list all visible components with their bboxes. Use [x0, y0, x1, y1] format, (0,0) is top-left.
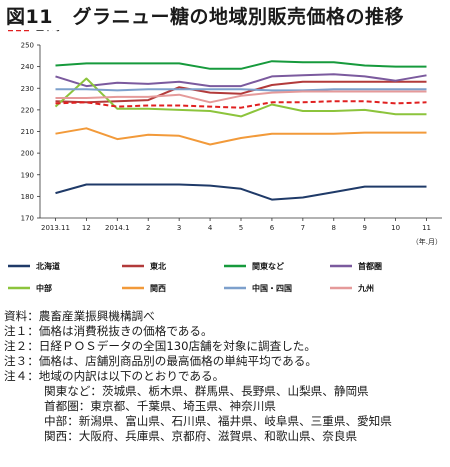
x-tick-label: 9 — [362, 224, 366, 232]
y-tick-label: 180 — [21, 193, 34, 201]
series-line — [54, 77, 427, 118]
series-line — [55, 73, 427, 88]
chart-series — [54, 60, 427, 201]
footnotes: 資料：農畜産業振興機構調べ 注１：価格は消費税抜きの価格である。 注２：日経ＰＯ… — [4, 309, 448, 444]
x-tick-label: 2013.11 — [41, 224, 70, 232]
legend-label: 関西 — [150, 283, 166, 293]
x-tick-label: 3 — [177, 224, 181, 232]
x-tick-label: 8 — [332, 224, 336, 232]
legend-label: 全平均 — [35, 30, 60, 32]
note-2: 注２：日経ＰＯＳデータの全国130店舗を対象に調査した。 — [4, 339, 316, 353]
series-line — [55, 90, 427, 104]
legend-label: 首都圏 — [358, 261, 382, 271]
source-note: 資料：農畜産業振興機構調べ — [4, 309, 155, 323]
y-tick-label: 210 — [21, 128, 34, 136]
x-tick-label: 2 — [146, 224, 150, 232]
series-line — [55, 183, 427, 201]
legend-label: 九州 — [357, 283, 374, 293]
x-tick-label: 6 — [270, 224, 275, 232]
legend-label: 中部 — [36, 283, 52, 293]
figure-title: 図11 グラニュー糖の地域別販売価格の推移 — [6, 6, 404, 28]
legend-label: 東北 — [150, 261, 166, 271]
region-kansai: 関西：大阪府、兵庫県、京都府、滋賀県、和歌山県、奈良県 — [44, 429, 358, 443]
series-line — [55, 60, 427, 70]
x-tick-label: 12 — [82, 224, 91, 232]
y-tick-label: 220 — [21, 106, 34, 114]
x-tick-label: 2014.1 — [105, 224, 130, 232]
x-unit-label: （年.月） — [412, 237, 442, 246]
legend-label: 北海道 — [36, 261, 60, 271]
series-line — [55, 127, 427, 146]
y-tick-label: 190 — [21, 171, 34, 179]
legend-label: 関東など — [252, 261, 284, 271]
x-tick-label: 4 — [208, 224, 213, 232]
note-4: 注４：地域の内訳は以下のとおりである。 — [4, 369, 225, 383]
x-tick-label: 5 — [239, 224, 243, 232]
y-tick-label: 200 — [21, 150, 34, 158]
note-3: 注３：価格は、店舗別商品別の最高価格の単純平均である。 — [4, 354, 317, 368]
region-shutoken: 首都圏：東京都、千葉県、埼玉県、神奈川県 — [44, 399, 276, 413]
x-tick-label: 10 — [391, 224, 400, 232]
y-tick-label: 170 — [21, 215, 34, 223]
series-line — [55, 80, 427, 104]
series-line — [55, 88, 427, 92]
region-chubu: 中部：新潟県、富山県、石川県、福井県、岐阜県、三重県、愛知県 — [44, 414, 392, 428]
y-tick-label: 230 — [21, 85, 34, 93]
y-tick-label: 250 — [21, 42, 34, 50]
legend-label: 中国・四国 — [252, 283, 292, 293]
region-kanto: 関東など：茨城県、栃木県、群馬県、長野県、山梨県、静岡県 — [44, 384, 369, 398]
x-tick-label: 7 — [301, 224, 305, 232]
series-line — [55, 100, 427, 109]
y-tick-label: 240 — [21, 63, 34, 71]
note-1: 注１：価格は消費税抜きの価格である。 — [4, 324, 213, 338]
x-tick-label: 11 — [422, 224, 431, 232]
